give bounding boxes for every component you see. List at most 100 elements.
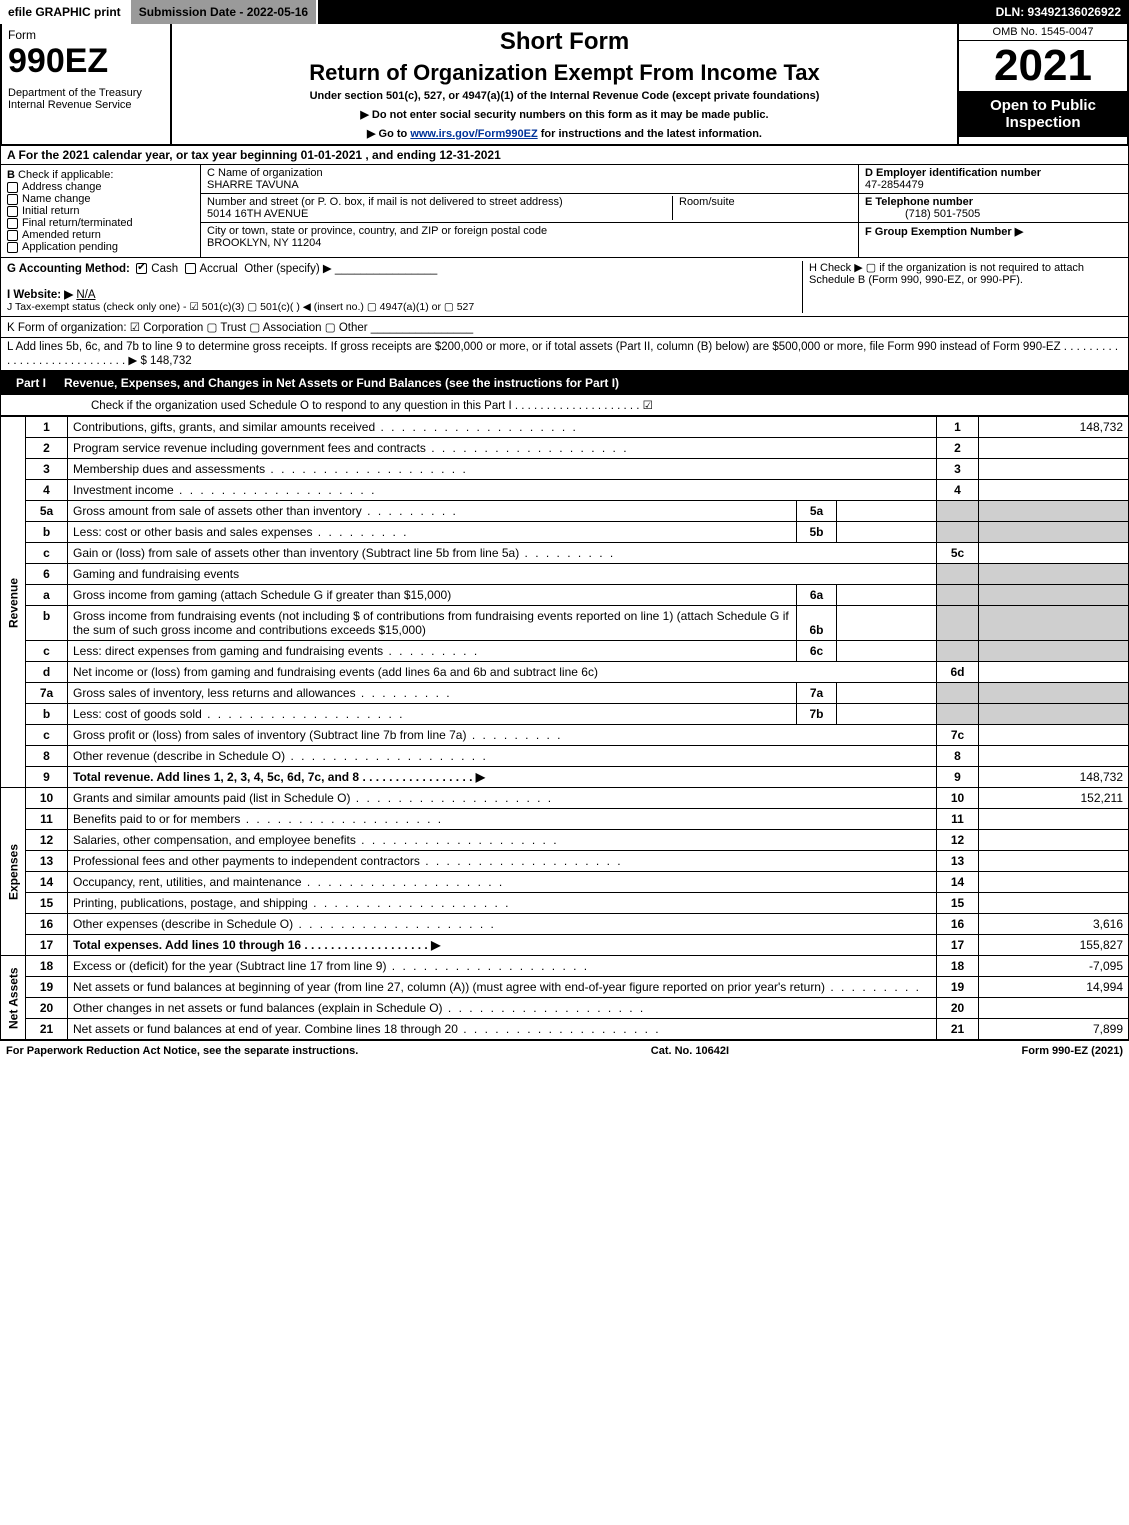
omb-number: OMB No. 1545-0047	[959, 24, 1127, 41]
street-value: 5014 16TH AVENUE	[207, 208, 308, 220]
gray-cell	[937, 501, 979, 522]
form-header: Form 990EZ Department of the Treasury In…	[0, 24, 1129, 146]
line-col: 16	[937, 914, 979, 935]
gray-cell	[979, 564, 1129, 585]
line-num: b	[26, 704, 68, 725]
no-ssn-warning: ▶ Do not enter social security numbers o…	[180, 108, 949, 121]
line-desc: Total revenue. Add lines 1, 2, 3, 4, 5c,…	[73, 770, 485, 784]
netassets-section-label: Net Assets	[1, 956, 26, 1040]
line-col: 20	[937, 998, 979, 1019]
website-value: N/A	[76, 289, 95, 301]
group-exemption-label: F Group Exemption Number ▶	[865, 226, 1023, 238]
gray-cell	[937, 641, 979, 662]
top-bar: efile GRAPHIC print Submission Date - 20…	[0, 0, 1129, 24]
under-section-text: Under section 501(c), 527, or 4947(a)(1)…	[180, 90, 949, 102]
expenses-section-label: Expenses	[1, 788, 26, 956]
page-footer: For Paperwork Reduction Act Notice, see …	[0, 1040, 1129, 1061]
gray-cell	[979, 683, 1129, 704]
sub-amt	[837, 641, 937, 662]
check-if-applicable: Check if applicable:	[18, 169, 113, 181]
part1-check-text: Check if the organization used Schedule …	[91, 400, 653, 412]
line-col: 15	[937, 893, 979, 914]
line-col: 3	[937, 459, 979, 480]
line-6c: c Less: direct expenses from gaming and …	[1, 641, 1129, 662]
gray-cell	[937, 564, 979, 585]
section-c-column: C Name of organization SHARRE TAVUNA Num…	[201, 165, 858, 257]
line-num: 1	[26, 417, 68, 438]
city-label: City or town, state or province, country…	[207, 225, 852, 237]
gray-cell	[937, 704, 979, 725]
line-num: 10	[26, 788, 68, 809]
line-num: c	[26, 725, 68, 746]
checkbox-address-change[interactable]	[7, 182, 18, 193]
line-desc: Professional fees and other payments to …	[73, 854, 623, 868]
line-amt	[979, 480, 1129, 501]
line-num: 18	[26, 956, 68, 977]
form-of-organization: K Form of organization: ☑ Corporation ▢ …	[7, 322, 368, 334]
line-amt: -7,095	[979, 956, 1129, 977]
line-amt: 14,994	[979, 977, 1129, 998]
sub-num: 5b	[797, 522, 837, 543]
header-center: Short Form Return of Organization Exempt…	[172, 24, 957, 144]
checkbox-name-change[interactable]	[7, 194, 18, 205]
line-col: 18	[937, 956, 979, 977]
line-num: 15	[26, 893, 68, 914]
line-16: 16 Other expenses (describe in Schedule …	[1, 914, 1129, 935]
gray-cell	[979, 501, 1129, 522]
line-num: 21	[26, 1019, 68, 1040]
section-h-text: H Check ▶ ▢ if the organization is not r…	[809, 262, 1084, 286]
sub-num: 6a	[797, 585, 837, 606]
short-form-title: Short Form	[180, 28, 949, 56]
line-desc: Net income or (loss) from gaming and fun…	[68, 662, 937, 683]
line-amt: 148,732	[979, 417, 1129, 438]
line-desc: Less: cost of goods sold	[73, 707, 404, 721]
line-amt	[979, 662, 1129, 683]
line-desc: Gain or (loss) from sale of assets other…	[73, 546, 615, 560]
line-5b: b Less: cost or other basis and sales ex…	[1, 522, 1129, 543]
line-col: 12	[937, 830, 979, 851]
line-17: 17 Total expenses. Add lines 10 through …	[1, 935, 1129, 956]
tax-exempt-status: J Tax-exempt status (check only one) - ☑…	[7, 301, 474, 313]
checkbox-final-return[interactable]	[7, 218, 18, 229]
line-desc: Other expenses (describe in Schedule O)	[73, 917, 496, 931]
sub-num: 5a	[797, 501, 837, 522]
checkbox-application-pending[interactable]	[7, 242, 18, 253]
section-l-row: L Add lines 5b, 6c, and 7b to line 9 to …	[0, 338, 1129, 371]
efile-print-label[interactable]: efile GRAPHIC print	[0, 0, 131, 24]
line-desc: Other changes in net assets or fund bala…	[73, 1001, 645, 1015]
line-num: 5a	[26, 501, 68, 522]
checkbox-accrual[interactable]	[185, 263, 196, 274]
line-desc: Occupancy, rent, utilities, and maintena…	[73, 875, 504, 889]
irs-link[interactable]: www.irs.gov/Form990EZ	[410, 128, 537, 140]
line-desc: Gaming and fundraising events	[68, 564, 937, 585]
line-desc: Other revenue (describe in Schedule O)	[73, 749, 488, 763]
line-1: Revenue 1 Contributions, gifts, grants, …	[1, 417, 1129, 438]
header-right: OMB No. 1545-0047 2021 Open to Public In…	[957, 24, 1127, 144]
line-num: 16	[26, 914, 68, 935]
checkbox-initial-return[interactable]	[7, 206, 18, 217]
city-value: BROOKLYN, NY 11204	[207, 237, 852, 249]
line-2: 2 Program service revenue including gove…	[1, 438, 1129, 459]
phone-label: E Telephone number	[865, 196, 973, 208]
footer-right: Form 990-EZ (2021)	[1022, 1045, 1123, 1057]
line-desc: Gross sales of inventory, less returns a…	[73, 686, 452, 700]
checkbox-amended-return[interactable]	[7, 230, 18, 241]
line-13: 13 Professional fees and other payments …	[1, 851, 1129, 872]
dept-irs: Internal Revenue Service	[8, 99, 164, 111]
line-col: 7c	[937, 725, 979, 746]
line-desc: Less: direct expenses from gaming and fu…	[73, 644, 479, 658]
checkbox-cash[interactable]	[136, 263, 147, 274]
sub-amt	[837, 704, 937, 725]
line-num: 3	[26, 459, 68, 480]
section-def-column: D Employer identification number 47-2854…	[858, 165, 1128, 257]
line-amt	[979, 830, 1129, 851]
line-amt: 148,732	[979, 767, 1129, 788]
section-l-text: L Add lines 5b, 6c, and 7b to line 9 to …	[7, 341, 1118, 367]
block-bcdef: B Check if applicable: Address change Na…	[0, 165, 1129, 258]
line-col: 11	[937, 809, 979, 830]
line-num: d	[26, 662, 68, 683]
section-b-label: B	[7, 169, 15, 181]
line-num: a	[26, 585, 68, 606]
line-num: 6	[26, 564, 68, 585]
line-num: c	[26, 543, 68, 564]
